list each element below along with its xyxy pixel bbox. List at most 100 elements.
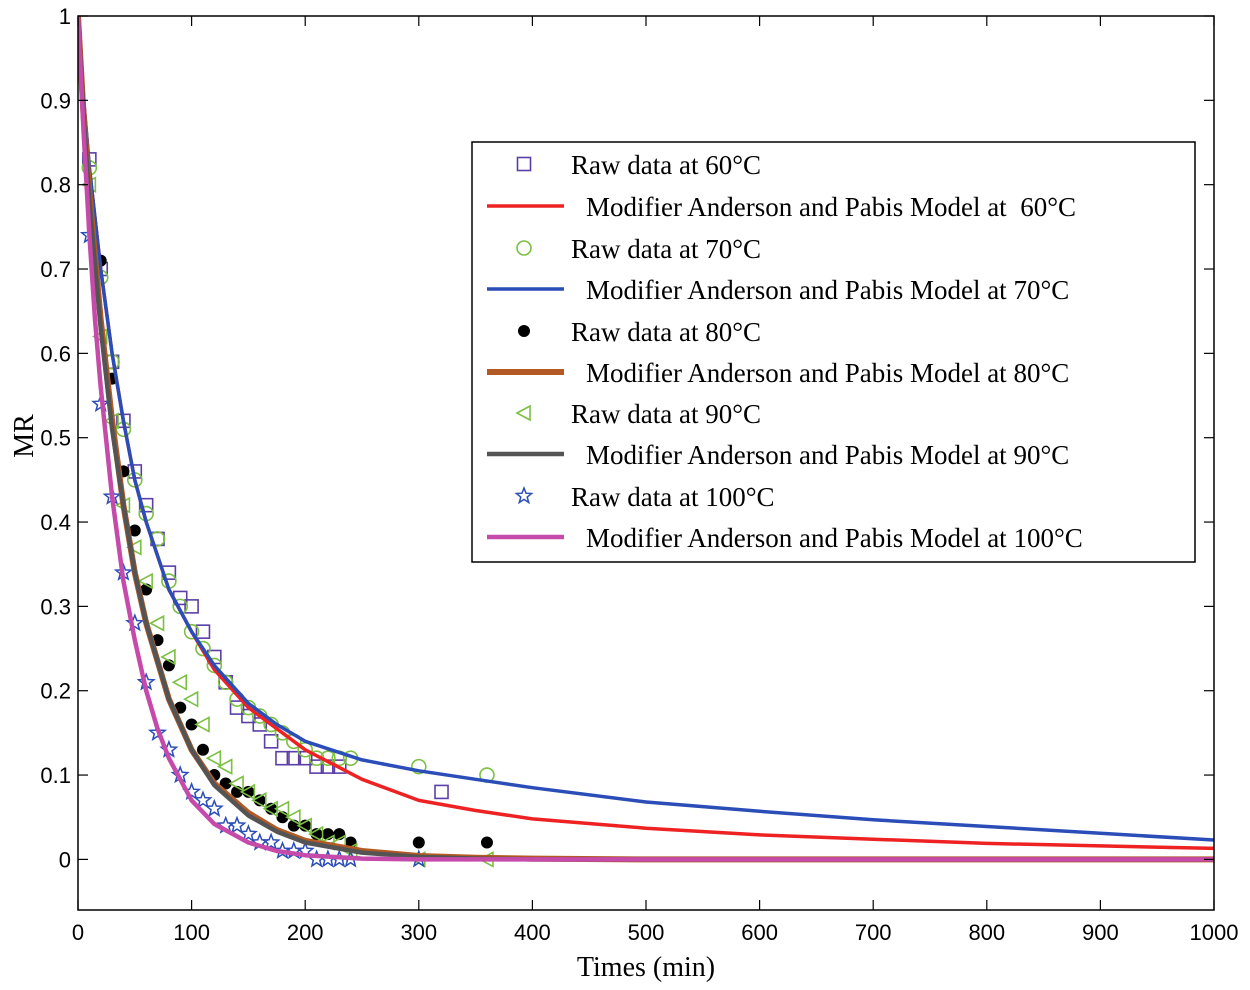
data-point: [217, 674, 234, 691]
data-point: [204, 798, 224, 818]
x-tick-label: 100: [173, 920, 210, 945]
data-point: [251, 792, 267, 809]
x-tick-label: 600: [741, 920, 778, 945]
data-point: [309, 759, 324, 774]
x-axis-tick-labels: 0 100 200 300 400 500 600 700 800 900 1000: [72, 920, 1239, 945]
y-tick-label: 0.9: [40, 88, 71, 113]
data-point: [182, 690, 199, 708]
legend-entry: Modifier Anderson and Pabis Model at 70°…: [487, 275, 1069, 305]
legend-marker: [516, 240, 532, 256]
x-tick-label: 700: [855, 920, 892, 945]
legend-label: Modifier Anderson and Pabis Model at 100…: [586, 523, 1083, 553]
data-point: [331, 759, 347, 774]
data-point: [434, 784, 449, 800]
legend-marker: [515, 404, 531, 422]
legend-label: Raw data at 70°C: [571, 234, 761, 264]
x-tick-label: 1000: [1190, 920, 1239, 945]
legend-box: [471, 141, 1196, 563]
data-point: [137, 572, 153, 590]
data-point: [205, 749, 222, 767]
legend-label: Raw data at 90°C: [571, 399, 761, 429]
legend-entry: Modifier Anderson and Pabis Model at 80°…: [487, 358, 1069, 388]
legend-entry: Raw data at 70°C: [516, 234, 761, 264]
data-point: [307, 825, 324, 843]
axis-ticks: [77, 15, 1215, 910]
legend-marker: [516, 156, 532, 172]
data-point: [193, 790, 213, 809]
data-point: [412, 836, 425, 849]
series-layer: [78, 16, 1214, 868]
data-point: [261, 832, 281, 851]
data-point: [296, 817, 313, 834]
y-tick-label: 0.5: [40, 426, 71, 451]
legend-label: Modifier Anderson and Pabis Model at 60°…: [586, 192, 1076, 222]
y-tick-label: 0.6: [40, 341, 71, 366]
series-line-modifier-anderson-and-pabis-model-at-100-c: [78, 16, 1214, 862]
y-tick-label: 0.1: [40, 763, 71, 788]
data-point: [275, 750, 290, 766]
data-point: [148, 614, 165, 632]
legend-label: Modifier Anderson and Pabis Model at 80°…: [586, 358, 1069, 388]
legend-label: Modifier Anderson and Pabis Model at 90°…: [586, 440, 1069, 470]
x-tick-label: 300: [400, 920, 437, 945]
legend-entry: Raw data at 60°C: [516, 150, 761, 180]
data-point: [216, 758, 233, 775]
x-tick-label: 200: [287, 920, 324, 945]
data-point: [480, 836, 493, 849]
x-tick-label: 500: [628, 920, 665, 945]
y-tick-label: 0.4: [40, 510, 71, 535]
data-point: [227, 815, 247, 834]
legend: Raw data at 60°C Modifier Anderson and Pa…: [471, 141, 1196, 563]
legend-entry: Raw data at 90°C: [515, 399, 761, 429]
data-point: [160, 648, 176, 666]
data-point: [263, 734, 279, 749]
data-point: [273, 800, 290, 818]
data-point: [239, 783, 256, 801]
y-tick-label: 0.2: [40, 679, 71, 704]
legend-label: Raw data at 80°C: [571, 317, 761, 347]
data-point: [196, 743, 209, 756]
y-tick-label: 1: [59, 4, 71, 29]
data-point: [238, 824, 259, 843]
data-point: [206, 657, 223, 674]
y-tick-label: 0.8: [40, 173, 71, 198]
legend-entry: Modifier Anderson and Pabis Model at 60°…: [487, 192, 1076, 222]
data-point: [184, 599, 199, 614]
legend-entry: Raw data at 100°C: [514, 482, 775, 512]
x-tick-label: 800: [968, 920, 1005, 945]
data-point: [171, 673, 188, 691]
x-tick-label: 400: [514, 920, 551, 945]
legend-label: Modifier Anderson and Pabis Model at 70°…: [586, 275, 1069, 305]
y-axis-tick-labels: 0 0.1 0.2 0.3 0.4 0.5 0.6 0.7 0.8 0.9 1: [40, 4, 71, 872]
legend-marker: [514, 485, 534, 505]
data-point: [195, 640, 211, 657]
data-point: [194, 716, 210, 733]
data-point: [229, 700, 245, 715]
x-tick-label: 900: [1082, 920, 1119, 945]
data-point: [228, 775, 244, 792]
legend-entry: Raw data at 80°C: [518, 317, 761, 347]
legend-marker: [518, 325, 530, 337]
data-point: [126, 539, 142, 556]
series-line-modifier-anderson-and-pabis-model-at-70-c: [78, 16, 1214, 842]
y-tick-label: 0: [59, 847, 71, 872]
x-tick-label: 0: [72, 920, 84, 945]
y-tick-label: 0.3: [40, 594, 71, 619]
series-raw-data-at-100-c: [79, 225, 429, 868]
data-point: [195, 624, 211, 639]
legend-entry: Modifier Anderson and Pabis Model at 100…: [487, 523, 1083, 553]
data-point: [285, 808, 301, 826]
y-axis-title: MR: [9, 414, 40, 458]
x-axis-title: Times (min): [577, 952, 715, 983]
y-tick-label: 0.7: [40, 257, 71, 282]
data-point: [183, 623, 200, 640]
data-point: [286, 750, 302, 766]
data-point: [147, 722, 168, 742]
data-point: [138, 497, 154, 513]
legend-label: Raw data at 100°C: [571, 482, 775, 512]
legend-label: Raw data at 60°C: [571, 150, 761, 180]
legend-entry: Modifier Anderson and Pabis Model at 90°…: [487, 440, 1069, 470]
series-raw-data-at-60-c: [82, 152, 449, 800]
data-point: [410, 758, 427, 775]
